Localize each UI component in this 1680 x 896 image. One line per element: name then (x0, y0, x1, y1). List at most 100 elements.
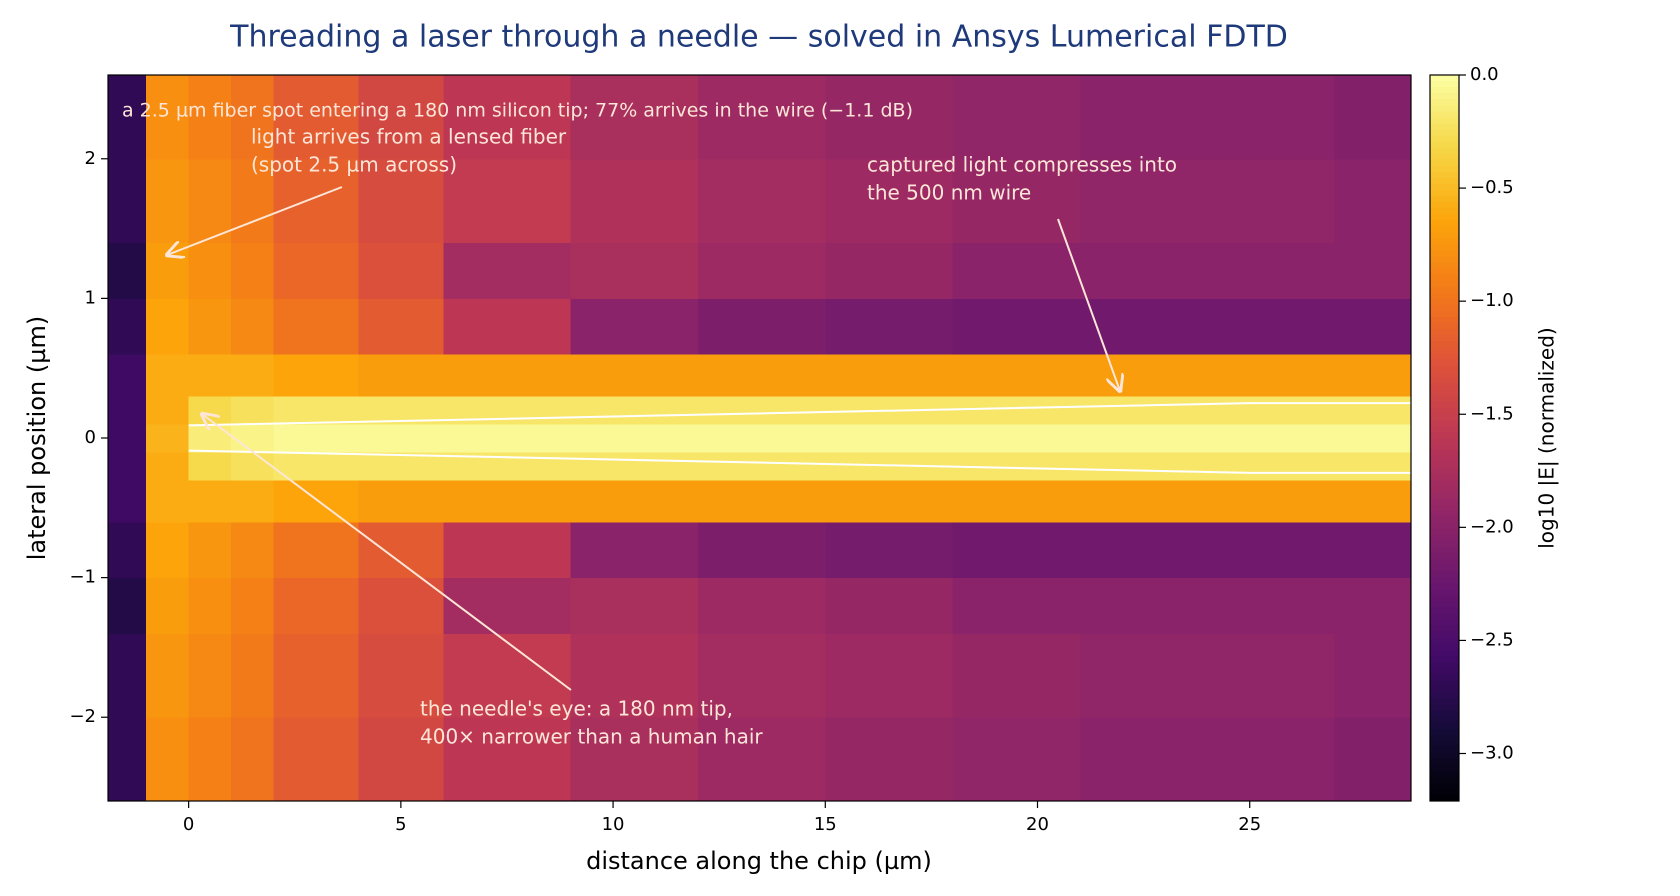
heatmap-cell (358, 479, 444, 523)
colorbar-swatch (1430, 220, 1459, 227)
colorbar-tick-label: −0.5 (1470, 177, 1514, 198)
heatmap-cell (231, 158, 275, 244)
subtitle: a 2.5 µm fiber spot entering a 180 nm si… (122, 100, 913, 122)
heatmap-cell (273, 577, 359, 634)
heatmap-cell (697, 577, 826, 634)
heatmap-cell (108, 633, 147, 718)
colorbar-swatch (1430, 129, 1459, 137)
heatmap-cell (358, 521, 444, 579)
colorbar-swatch (1430, 425, 1459, 433)
heatmap-cell (188, 479, 232, 523)
heatmap-cell (146, 354, 190, 397)
heatmap-cell (146, 451, 190, 481)
heatmap-cell (231, 75, 275, 160)
heatmap-cell (273, 298, 359, 355)
heatmap-cell (273, 354, 359, 397)
colorbar-swatch (1430, 613, 1459, 621)
y-tick-label: −1 (69, 567, 96, 588)
heatmap-cell (188, 717, 232, 801)
heatmap-cell (443, 479, 572, 523)
annotation: the needle's eye: a 180 nm tip, (420, 697, 733, 721)
heatmap-cell (231, 479, 275, 523)
heatmap-cell (358, 633, 444, 718)
heatmap-cell (146, 75, 190, 160)
colorbar-swatch (1430, 625, 1459, 633)
colorbar-swatch (1430, 371, 1459, 379)
heatmap-cell (443, 242, 572, 299)
heatmap-cell (1207, 242, 1336, 299)
heatmap-cell (108, 424, 147, 453)
colorbar-swatch (1430, 746, 1459, 754)
colorbar-swatch (1430, 661, 1459, 669)
colorbar-label: log10 |E| (normalized) (1535, 327, 1559, 549)
heatmap-cell (1079, 298, 1208, 355)
colorbar-swatch (1430, 595, 1459, 602)
heatmap-cell (231, 451, 275, 481)
heatmap-cell (1207, 633, 1336, 718)
heatmap-cell (231, 354, 275, 397)
colorbar-swatch (1430, 117, 1459, 124)
heatmap-cell (952, 521, 1081, 579)
colorbar-swatch (1430, 413, 1459, 421)
heatmap-cell (1207, 298, 1336, 355)
heatmap-cell (358, 75, 444, 160)
heatmap-cell (1334, 577, 1411, 634)
heatmap-cell (188, 577, 232, 634)
heatmap-cell (825, 521, 954, 579)
colorbar-swatch (1430, 444, 1459, 451)
heatmap-cell (1079, 633, 1208, 718)
heatmap-cell (697, 75, 826, 160)
heatmap-cell (146, 242, 190, 299)
colorbar-swatch (1430, 619, 1459, 627)
heatmap-cell (952, 424, 1081, 453)
heatmap-cell (570, 424, 699, 453)
heatmap-cell (273, 424, 359, 453)
colorbar-swatch (1430, 232, 1459, 239)
colorbar-swatch (1430, 692, 1459, 699)
colorbar-swatch (1430, 250, 1459, 258)
colorbar-swatch (1430, 377, 1459, 385)
heatmap-cell (697, 479, 826, 523)
colorbar-swatch (1430, 776, 1459, 784)
colorbar-swatch (1430, 438, 1459, 445)
colorbar-swatch (1430, 292, 1459, 300)
colorbar-tick-label: −1.0 (1470, 290, 1514, 311)
heatmap-cell (1079, 424, 1208, 453)
colorbar-swatch (1430, 359, 1459, 366)
colorbar-swatch (1430, 516, 1459, 524)
heatmap-cell (1079, 396, 1208, 425)
heatmap-cell (952, 633, 1081, 718)
heatmap-cell (188, 298, 232, 355)
arrow (202, 414, 572, 691)
x-tick-label: 5 (395, 814, 406, 835)
heatmap-cell (825, 298, 954, 355)
colorbar-swatch (1430, 788, 1459, 796)
heatmap-cell (1207, 396, 1336, 425)
y-tick-label: 0 (85, 427, 96, 448)
heatmap-cell (825, 424, 954, 453)
x-tick-label: 20 (1026, 814, 1049, 835)
colorbar-swatch (1430, 607, 1459, 615)
heatmap-cell (1334, 354, 1411, 397)
heatmap-cell (146, 521, 190, 579)
heatmap-cell (146, 158, 190, 244)
colorbar-swatch (1430, 317, 1459, 324)
arrow (167, 186, 343, 255)
heatmap-cell (1207, 479, 1336, 523)
heatmap-cell (952, 354, 1081, 397)
colorbar-swatch (1430, 274, 1459, 282)
heatmap-cell (358, 298, 444, 355)
heatmap-cell (1207, 158, 1336, 244)
heatmap-cell (952, 479, 1081, 523)
heatmap-cell (443, 298, 572, 355)
x-tick-label: 10 (602, 814, 625, 835)
colorbar-swatch (1430, 583, 1459, 590)
colorbar-swatch (1430, 474, 1459, 481)
heatmap-cell (952, 577, 1081, 634)
heatmap-cell (231, 717, 275, 801)
heatmap-cell (231, 298, 275, 355)
colorbar-swatch (1430, 492, 1459, 500)
colorbar-swatch (1430, 165, 1459, 173)
colorbar-swatch (1430, 462, 1459, 469)
